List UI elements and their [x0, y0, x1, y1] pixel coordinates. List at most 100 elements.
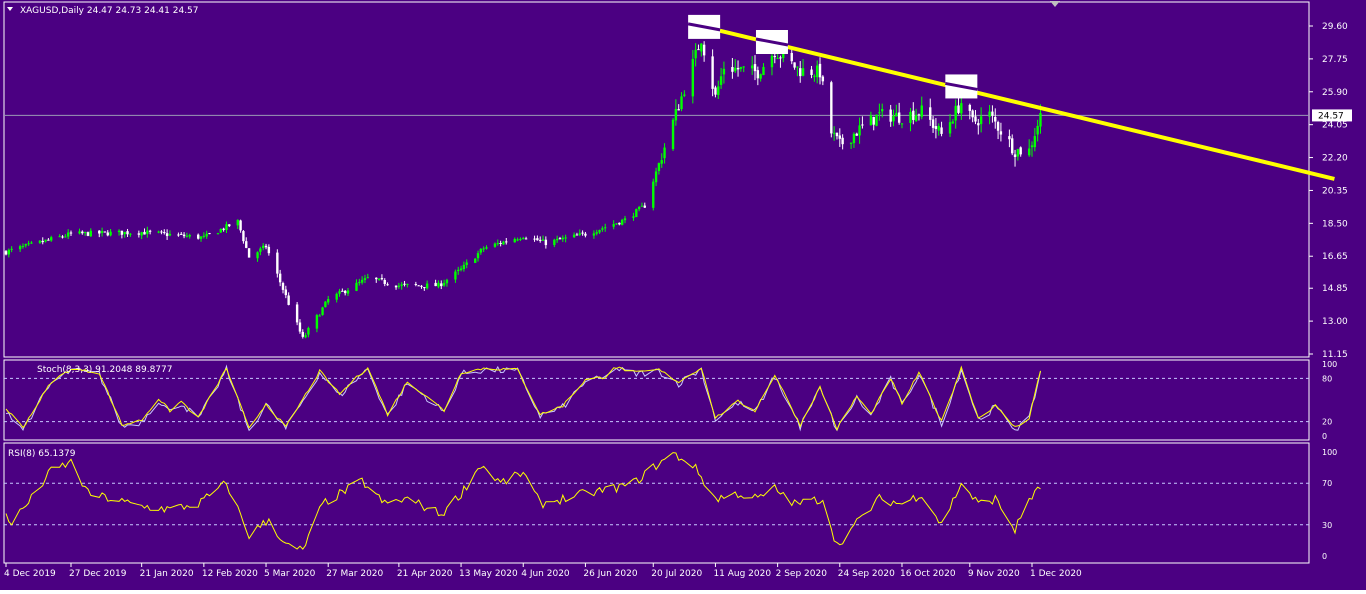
- candle-body: [78, 231, 81, 234]
- time-tick-label: 13 May 2020: [459, 569, 518, 579]
- candle-body: [61, 236, 64, 238]
- candle-body: [635, 209, 638, 218]
- candle-body: [225, 224, 228, 230]
- candle-body: [394, 285, 398, 288]
- candle-body: [465, 262, 468, 265]
- candle-body: [652, 181, 655, 208]
- price-frame: [3, 1, 1310, 358]
- rsi-frame: [3, 442, 1310, 564]
- candle-body: [522, 237, 525, 239]
- touch-highlight-stroke: [945, 81, 978, 91]
- candle-body: [485, 247, 488, 249]
- candle-body: [790, 52, 793, 62]
- price-panel: 29.60 27.75 25.90 24.05 22.20 20.35 18.50 16.65…: [4, 14, 1352, 360]
- candle-body: [247, 248, 251, 258]
- candle-body: [830, 82, 833, 134]
- candle-body: [948, 122, 952, 134]
- candle-body: [832, 132, 836, 134]
- candle-body: [287, 295, 290, 305]
- candle-body: [442, 282, 446, 286]
- candle-body: [643, 205, 646, 208]
- candle-body: [940, 127, 943, 134]
- osc-tick-label: 80: [1322, 374, 1332, 383]
- candle-body: [912, 110, 915, 120]
- candle-body: [714, 87, 717, 95]
- time-tick-label: 27 Dec 2019: [69, 569, 127, 579]
- candle-body: [304, 335, 307, 338]
- candle-body: [736, 67, 740, 70]
- candle-body: [403, 283, 406, 285]
- candle-body: [553, 239, 556, 245]
- candle-body: [555, 238, 559, 241]
- candle-body: [620, 219, 624, 225]
- candle-body: [937, 125, 940, 131]
- candle-body: [869, 115, 873, 126]
- chart-shift-marker-icon[interactable]: [1050, 1, 1060, 7]
- candle-body: [711, 56, 714, 89]
- candle-body: [663, 147, 666, 159]
- candle-body: [420, 285, 423, 287]
- candle-body: [69, 232, 73, 234]
- price-tick-label: 11.15: [1322, 350, 1348, 360]
- candle-body: [64, 236, 67, 238]
- candle-body: [146, 230, 149, 234]
- candle-body: [762, 66, 765, 76]
- candle-body: [601, 228, 604, 230]
- candle-body: [177, 234, 180, 236]
- candle-body: [773, 56, 776, 58]
- candle-body: [219, 228, 223, 233]
- collapse-triangle-icon[interactable]: [7, 7, 13, 11]
- time-tick-label: 2 Sep 2020: [776, 569, 828, 579]
- candle-body: [117, 230, 121, 233]
- price-tick-label: 18.50: [1322, 219, 1348, 229]
- candle-body: [30, 242, 33, 244]
- candle-body: [18, 246, 22, 250]
- candle-body: [861, 124, 864, 126]
- candle-body: [1013, 154, 1017, 158]
- candle-body: [160, 231, 163, 233]
- candle-body: [301, 331, 304, 337]
- candle-body: [991, 111, 994, 116]
- candle-body: [66, 232, 70, 237]
- candle-body: [719, 76, 723, 85]
- candle-body: [615, 223, 618, 225]
- candle-body: [27, 243, 30, 245]
- candle-body: [1008, 136, 1011, 140]
- candle-body: [592, 233, 596, 236]
- candle-body: [47, 239, 50, 241]
- candle-body: [168, 233, 172, 236]
- candle-body: [1016, 149, 1020, 157]
- candle-body: [654, 171, 658, 183]
- candle-body: [440, 283, 443, 287]
- candle-body: [386, 284, 389, 286]
- time-tick-label: 5 Mar 2020: [264, 569, 316, 579]
- candle-body: [208, 233, 211, 235]
- osc-tick-label: 30: [1322, 521, 1332, 530]
- candle-body: [897, 112, 901, 123]
- panel-frames: [3, 1, 1310, 564]
- candle-body: [929, 107, 932, 120]
- candle-body: [717, 86, 720, 96]
- candle-body: [604, 227, 607, 229]
- candle-body: [572, 234, 576, 238]
- candle-body: [722, 68, 726, 75]
- time-tick-label: 4 Jun 2020: [521, 569, 570, 579]
- candle-body: [974, 116, 977, 122]
- candle-body: [1036, 125, 1039, 135]
- candle-body: [691, 58, 695, 97]
- candle-body: [683, 94, 686, 96]
- candle-body: [7, 249, 11, 255]
- time-tick-label: 24 Sep 2020: [838, 569, 895, 579]
- candle-body: [106, 232, 109, 236]
- candle-body: [196, 234, 200, 239]
- candle-body: [595, 232, 598, 234]
- candle-body: [799, 68, 802, 77]
- candle-body: [821, 76, 825, 82]
- candle-body: [849, 142, 853, 144]
- candle-body: [143, 231, 146, 235]
- candle-body: [700, 43, 703, 52]
- symbol-header: XAGUSD,Daily 24.47 24.73 24.41 24.57: [20, 6, 199, 16]
- candle-body: [584, 233, 587, 236]
- candles: [4, 41, 1042, 339]
